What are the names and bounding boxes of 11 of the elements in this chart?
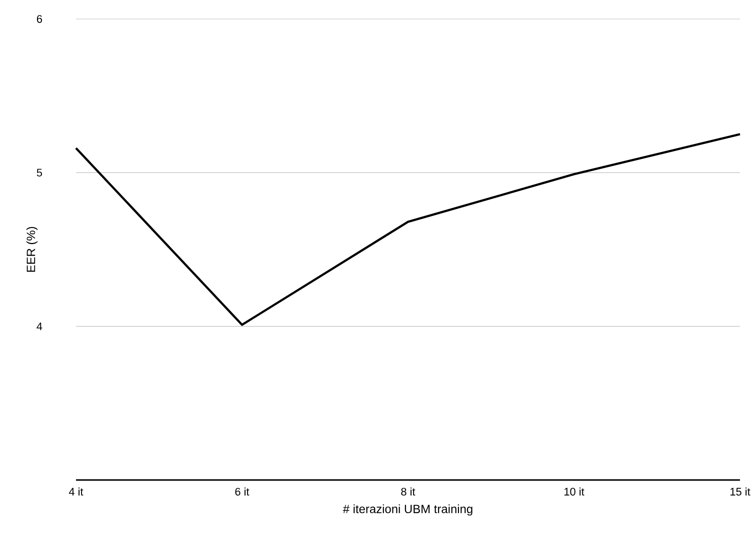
y-tick-label: 4 — [36, 322, 42, 330]
x-tick-label: 6 it — [235, 488, 250, 496]
x-axis-title: # iterazioni UBM training — [342, 504, 472, 516]
x-tick-label: 10 it — [564, 488, 584, 496]
x-tick-label: 8 it — [401, 488, 416, 496]
x-tick-label: 15 it — [730, 488, 750, 496]
y-axis-title: EER (%) — [26, 227, 38, 272]
line-series — [74, 133, 742, 326]
x-tick-label: 4 it — [68, 488, 84, 496]
y-tick-label: 6 — [36, 15, 42, 23]
y-tick-label: 5 — [36, 168, 42, 176]
